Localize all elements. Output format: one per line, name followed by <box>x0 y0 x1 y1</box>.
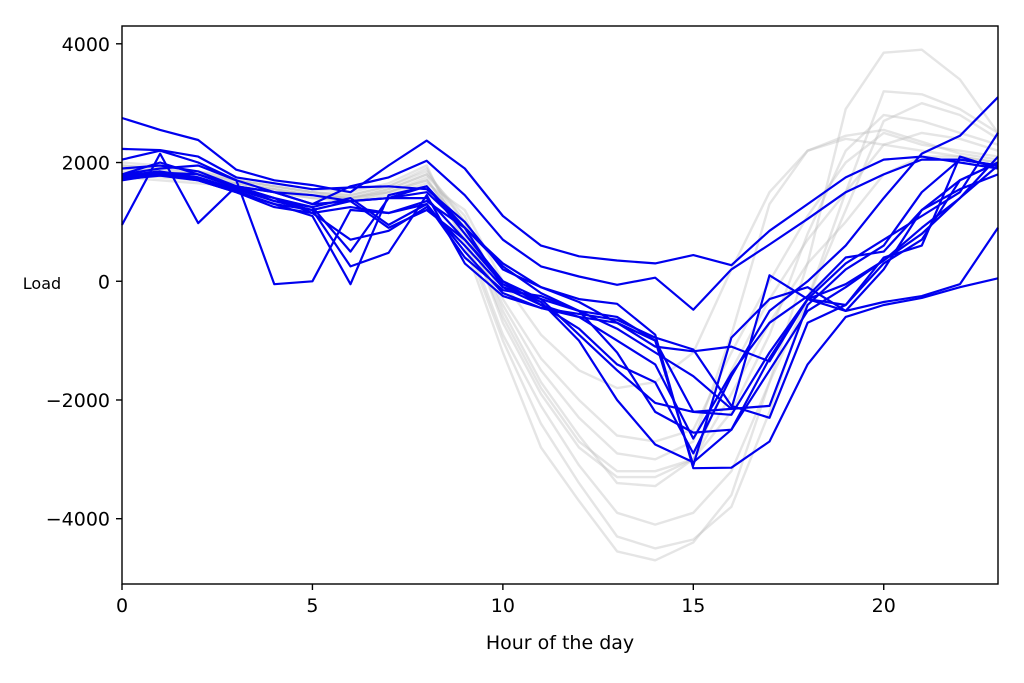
series-line-s2 <box>121 152 999 311</box>
highlight-series-group <box>121 96 999 470</box>
background-line-bg-6 <box>121 131 999 443</box>
series-line-s9 <box>121 96 999 455</box>
y-tick-label: −2000 <box>46 390 110 412</box>
x-tick-label: 5 <box>306 595 318 617</box>
background-line-bg-8 <box>121 128 999 461</box>
y-tick-label: 4000 <box>62 34 110 56</box>
background-line-bg-1 <box>121 155 999 473</box>
x-tick-label: 20 <box>872 595 896 617</box>
y-tick-label: 0 <box>98 271 110 293</box>
y-tick-label: 2000 <box>62 153 110 175</box>
plot-frame <box>121 25 999 585</box>
background-line-bg-9 <box>121 113 999 479</box>
series-line-s3 <box>121 147 999 470</box>
y-tick-label: −4000 <box>46 509 110 531</box>
y-axis-ticks: −4000 −2000 0 2000 4000 <box>46 34 122 531</box>
x-axis-title: Hour of the day <box>486 632 634 654</box>
x-axis-ticks: 0 5 10 15 20 <box>116 584 896 617</box>
x-tick-label: 0 <box>116 595 128 617</box>
y-axis-title: Load <box>23 274 61 293</box>
x-tick-label: 10 <box>491 595 515 617</box>
background-line-bg-2 <box>122 131 999 488</box>
series-line-s12 <box>121 164 999 464</box>
background-line-bg-3 <box>121 101 999 526</box>
series-line-s1 <box>121 116 999 267</box>
series-line-s11 <box>121 155 999 416</box>
series-line-s13 <box>121 161 999 434</box>
series-line-s8 <box>121 164 999 440</box>
background-line-bg-7 <box>121 137 999 390</box>
x-tick-label: 15 <box>681 595 705 617</box>
